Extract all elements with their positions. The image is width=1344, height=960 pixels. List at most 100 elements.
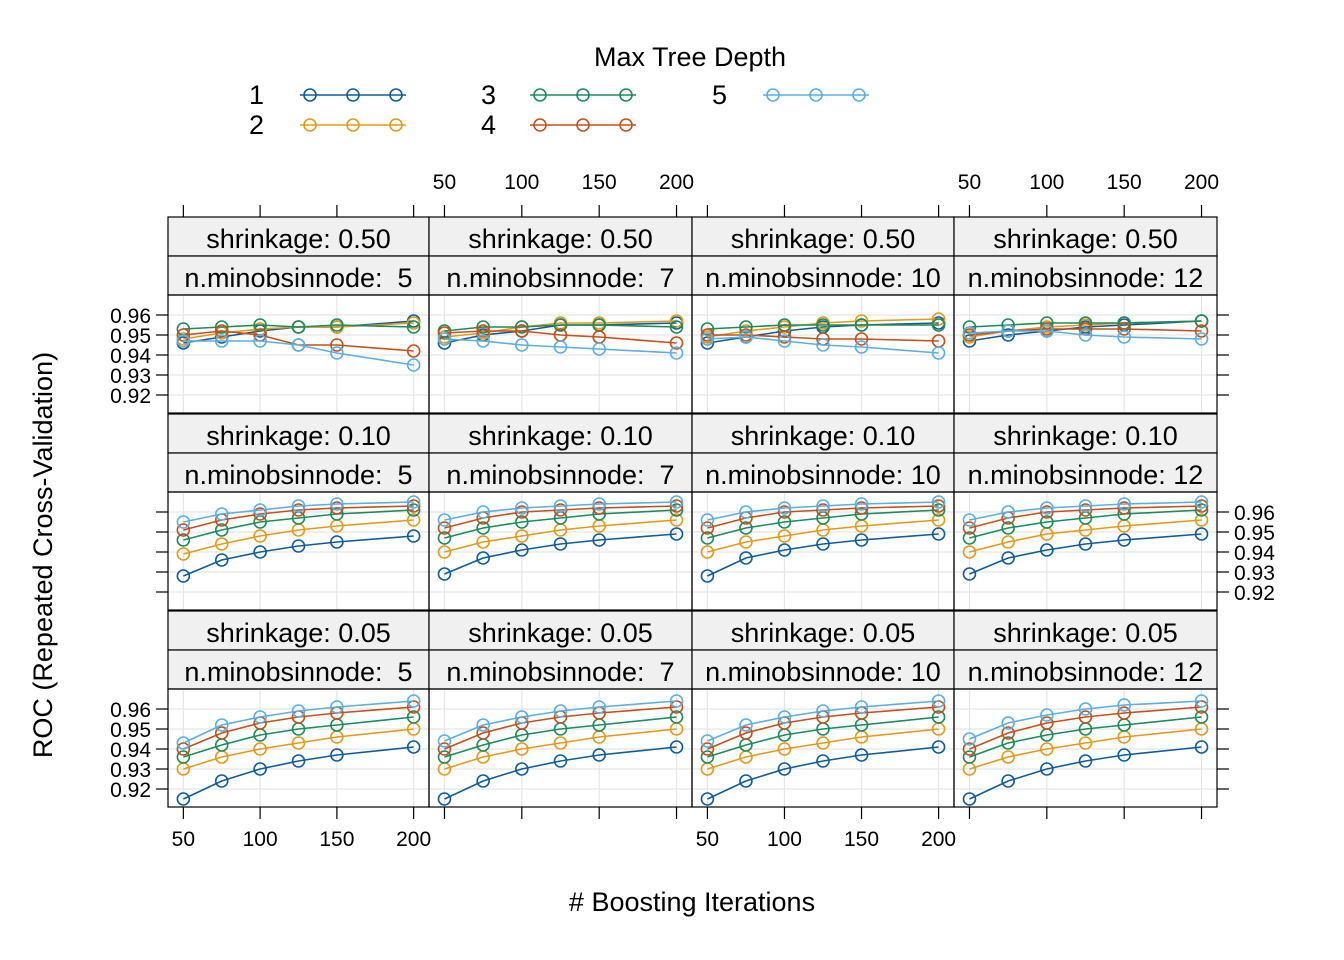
panel-11-minobs-label: n.minobsinnode: 10: [705, 657, 941, 687]
panel-11-series-5-point-200: [931, 694, 946, 708]
panel-11-series-5-line: [707, 700, 939, 742]
panel-8-strip-minobs: [953, 452, 1218, 493]
panel-7-series-1-point-125: [816, 537, 830, 551]
panel-8-series-5-point-100: [1040, 501, 1054, 515]
panel-10-series-1-point-150: [592, 748, 606, 762]
panel-5: shrinkage: 0.10 n.minobsinnode: 5: [167, 413, 430, 611]
panel-12-series-5-line: [969, 700, 1202, 740]
panel-12-series-5-point-50: [962, 732, 977, 746]
panel-9-series-2-point-125: [291, 736, 306, 750]
panel-7-series-1-point-75: [739, 551, 753, 565]
panel-7-strip-shrinkage: [691, 413, 955, 454]
legend-marker-2-2: [389, 118, 403, 132]
panel-8-right-tick-label-0.95: 0.95: [1234, 522, 1275, 545]
legend-marker-2-1: [346, 118, 360, 132]
panel-10-strip-text: shrinkage: 0.05 n.minobsinnode: 7: [446, 618, 674, 687]
panel-4: shrinkage: 0.50 n.minobsinnode: 12: [953, 216, 1218, 414]
panel-8-series-5-point-125: [1078, 499, 1093, 513]
panel-8-series-1-point-50: [962, 567, 977, 581]
panel-12-series-5-point-100: [1040, 708, 1054, 722]
panel-3: shrinkage: 0.50 n.minobsinnode: 10: [691, 216, 955, 414]
panel-8-right-tick-label-0.93: 0.93: [1234, 562, 1275, 585]
panel-12-border: [953, 688, 1218, 808]
panel-2-strip-shrinkage: [428, 216, 693, 257]
panel-8-series-1-line: [969, 533, 1202, 575]
panel-11-series-1-point-75: [739, 774, 753, 788]
panel-9-series-3-point-200: [406, 710, 421, 724]
panel-6-series-5-point-150: [592, 497, 606, 511]
panel-8-series-3-point-75: [1001, 521, 1015, 535]
panel-8-series-4-point-125: [1078, 503, 1093, 517]
panel-5-series-1-point-100: [253, 545, 267, 559]
panel-4-strip-shrinkage: [953, 216, 1218, 257]
panel-5-series-4-point-100: [253, 507, 267, 521]
panel-6-series-5-point-75: [476, 505, 490, 519]
panel-5-series-1-point-50: [176, 569, 191, 583]
panel-2-series-2-point-200: [669, 314, 684, 328]
panel-12-shrinkage-label: shrinkage: 0.05: [993, 618, 1178, 648]
panel-9-series-5-point-75: [214, 718, 229, 732]
panel-10-series-5-point-200: [669, 694, 684, 708]
panel-7-series-3-point-50: [700, 531, 715, 545]
panel-4-series-5-point-125: [1078, 328, 1093, 342]
legend-label-5: 5: [712, 80, 727, 110]
y-axis-label: ROC (Repeated Cross-Validation): [28, 352, 58, 758]
panel-9-series-3-point-50: [176, 750, 191, 764]
panel-5-series-1-point-150: [330, 535, 344, 549]
panel-10-series-1-point-75: [476, 774, 490, 788]
panel-10: shrinkage: 0.05 n.minobsinnode: 7: [428, 610, 693, 808]
panel-4-series-1-point-75: [1001, 328, 1015, 342]
panel-2-top-tick-label-100: 100: [504, 171, 539, 194]
panel-10-series-4-line: [444, 706, 677, 750]
panel-12-series-1-line: [969, 746, 1202, 800]
panel-11-series-5-point-50: [700, 734, 715, 748]
panel-5-series-3-point-200: [406, 503, 421, 517]
panel-11-series-2-point-125: [816, 736, 830, 750]
panel-9: shrinkage: 0.05 n.minobsinnode: 5: [167, 610, 430, 808]
legend: Max Tree Depth 12 34 5: [249, 42, 869, 140]
legend-marker-3-1: [576, 88, 590, 102]
panel-12-series-1-point-50: [962, 792, 977, 806]
panel-4-series-5-point-75: [1001, 324, 1015, 338]
panel-9-left-tick-label-0.95: 0.95: [110, 719, 151, 742]
panel-12-strip-minobs: [953, 649, 1218, 690]
panel-9-series-5-point-100: [253, 710, 267, 724]
legend-title: Max Tree Depth: [594, 42, 786, 72]
panel-7-shrinkage-label: shrinkage: 0.10: [731, 421, 916, 451]
panel-7-series-5-point-50: [700, 513, 715, 527]
panel-10-series-3-point-50: [437, 750, 452, 764]
panel-1-series-4-point-50: [176, 328, 191, 342]
panel-2-top-tick-label-150: 150: [582, 171, 617, 194]
panel-7-series-5-point-75: [739, 505, 753, 519]
panel-9-left-tick-label-0.92: 0.92: [110, 779, 151, 802]
panel-10-shrinkage-label: shrinkage: 0.05: [468, 618, 653, 648]
panel-9-series-1-point-100: [253, 762, 267, 776]
panel-12-series-4-point-125: [1078, 710, 1093, 724]
panel-grid: shrinkage: 0.50n.minobsinnode: 5shrinkag…: [167, 216, 1218, 808]
panel-12-series-3-line: [969, 716, 1202, 758]
panel-4-top-tick-label-150: 150: [1107, 171, 1142, 194]
panel-8-series-3-point-100: [1040, 515, 1054, 529]
panel-2-strip-text: shrinkage: 0.50 n.minobsinnode: 7: [446, 224, 674, 293]
panel-11-series-4-point-50: [700, 742, 715, 756]
panel-6-series-1-point-50: [437, 567, 452, 581]
panel-10-series-5-line: [444, 700, 677, 742]
panel-8-series-3-point-50: [962, 531, 977, 545]
panel-10-series-3-point-200: [669, 710, 684, 724]
panel-8-strip-text: shrinkage: 0.10 n.minobsinnode: 12: [968, 421, 1204, 490]
panel-8-series-1-point-200: [1194, 527, 1209, 541]
panel-4-series-4-point-200: [1194, 324, 1209, 338]
panel-5-strip-shrinkage: [167, 413, 430, 454]
panel-4-series-3-point-50: [962, 320, 977, 334]
panel-9-series-5-line: [183, 700, 414, 744]
panel-3-series-4-point-100: [777, 330, 792, 344]
panel-8-series-4-point-50: [962, 521, 977, 535]
panel-12-series-4-point-100: [1040, 716, 1054, 730]
panel-3-shrinkage-label: shrinkage: 0.50: [731, 224, 916, 254]
panel-8-border: [953, 491, 1218, 611]
panel-5-series-4-point-50: [176, 523, 191, 537]
panel-8-right-tick-label-0.94: 0.94: [1234, 542, 1275, 565]
panel-3-series-3-point-125: [816, 318, 830, 332]
panel-8-series-1-point-100: [1040, 543, 1054, 557]
panel-9-bottom-tick-label-200: 200: [396, 828, 431, 851]
